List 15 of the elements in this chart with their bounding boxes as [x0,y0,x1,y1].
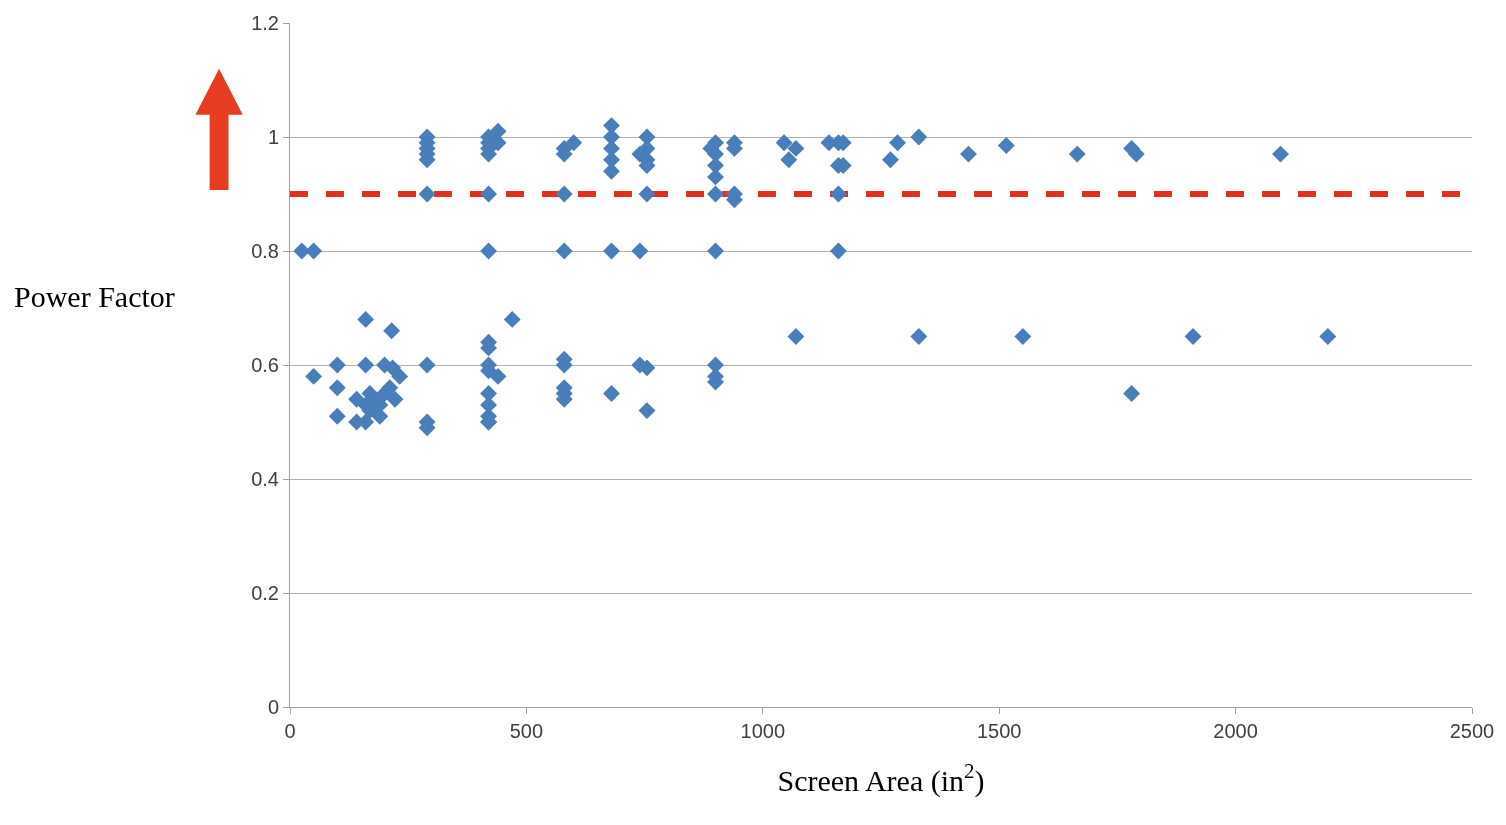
x-tick-label: 1500 [976,720,1022,742]
y-axis-title: Power Factor [14,280,175,313]
y-tick-label: 1.2 [251,12,279,34]
y-tick-label: 0.8 [251,240,279,262]
x-axis-title: Screen Area (in$^{2}$) [777,758,985,798]
x-tick-label: 500 [509,720,544,742]
y-tick-label: 0.6 [251,354,279,376]
y-tick-label: 0.2 [251,582,279,604]
x-tick-label: 2000 [1213,720,1258,742]
x-tick-label: 1000 [740,720,786,742]
y-tick-label: 1 [267,126,279,148]
y-tick-label: 0.4 [251,468,279,490]
y-tick-label: 0 [267,696,279,718]
x-tick-label: 2500 [1449,720,1495,742]
x-tick-label: 0 [284,720,296,742]
